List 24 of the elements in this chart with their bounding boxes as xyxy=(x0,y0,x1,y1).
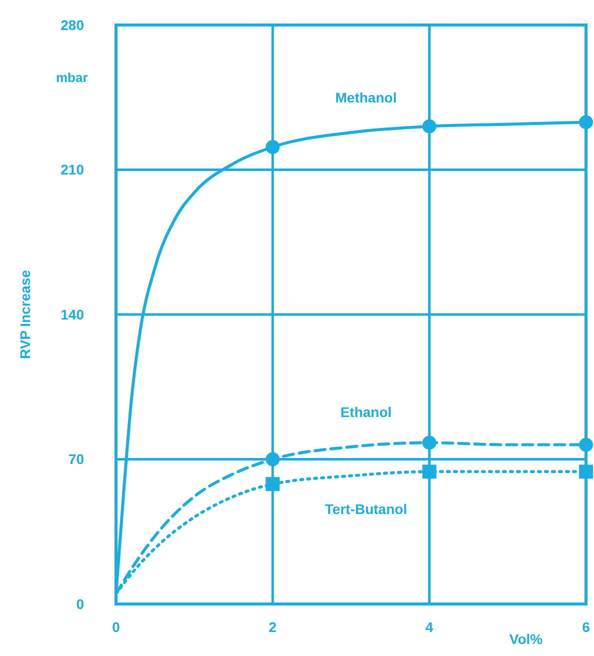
point xyxy=(266,477,280,492)
point xyxy=(422,436,436,450)
y-tick-label: 280 xyxy=(60,16,84,33)
x-tick-label: 4 xyxy=(425,619,434,635)
x-axis-title: Vol% xyxy=(509,631,544,647)
y-tick-label: 210 xyxy=(60,162,84,178)
point xyxy=(579,115,593,130)
point xyxy=(266,452,280,466)
point xyxy=(422,464,436,479)
x-tick-label: 2 xyxy=(268,619,277,635)
y-tick-label: 70 xyxy=(68,451,84,468)
y-tick-label: 140 xyxy=(60,306,84,322)
point xyxy=(579,464,593,479)
y-tick-label: 0 xyxy=(76,596,84,612)
y-axis-title: RVP Increase xyxy=(17,270,33,359)
point xyxy=(422,119,436,134)
x-tick-label: 0 xyxy=(112,619,120,635)
point xyxy=(266,140,280,154)
series-label: Ethanol xyxy=(340,404,392,420)
point xyxy=(579,438,593,452)
series-label: Methanol xyxy=(335,90,397,106)
text: mbar xyxy=(56,70,88,85)
x-tick-label: 6 xyxy=(582,619,590,635)
series-label: Tert-Butanol xyxy=(324,500,408,517)
